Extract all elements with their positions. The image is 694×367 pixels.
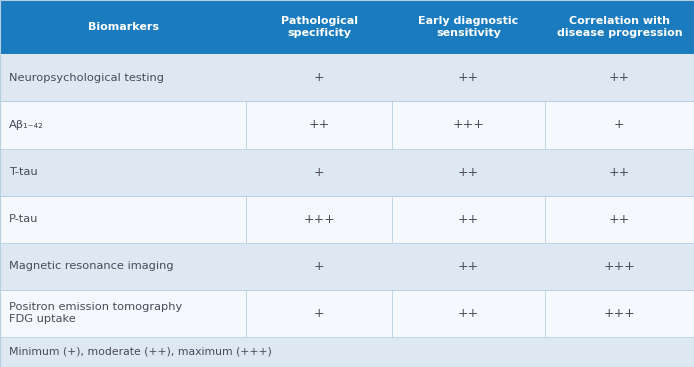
Text: +: + — [314, 71, 325, 84]
Text: Early diagnostic
sensitivity: Early diagnostic sensitivity — [418, 16, 518, 39]
Bar — [246, 196, 694, 243]
Text: +++: +++ — [604, 260, 635, 273]
Text: +++: +++ — [604, 307, 635, 320]
Text: +++: +++ — [452, 119, 484, 131]
Bar — [0, 0, 694, 54]
Bar — [246, 101, 694, 149]
Text: Pathological
specificity: Pathological specificity — [281, 16, 357, 39]
Text: +++: +++ — [303, 212, 335, 226]
Text: ++: ++ — [458, 307, 479, 320]
Bar — [0, 54, 694, 101]
Text: Magnetic resonance imaging: Magnetic resonance imaging — [9, 261, 173, 271]
Bar — [0, 290, 246, 337]
Text: +: + — [314, 307, 325, 320]
Text: +: + — [614, 119, 625, 131]
Text: Minimum (+), moderate (++), maximum (+++): Minimum (+), moderate (++), maximum (+++… — [9, 347, 272, 357]
Text: ++: ++ — [458, 166, 479, 179]
Bar — [0, 101, 246, 149]
Bar — [0, 101, 694, 149]
Bar — [246, 290, 694, 337]
Bar — [0, 149, 694, 196]
Text: +: + — [314, 166, 325, 179]
Bar — [0, 337, 694, 367]
Text: P-tau: P-tau — [9, 214, 38, 224]
Text: Positron emission tomography
FDG uptake: Positron emission tomography FDG uptake — [9, 302, 183, 324]
Bar — [0, 290, 694, 337]
Text: Aβ₁₋₄₂: Aβ₁₋₄₂ — [9, 120, 44, 130]
Text: ++: ++ — [609, 166, 630, 179]
Bar — [0, 196, 246, 243]
Text: ++: ++ — [458, 71, 479, 84]
Text: ++: ++ — [458, 212, 479, 226]
Text: Neuropsychological testing: Neuropsychological testing — [9, 73, 164, 83]
Text: Correlation with
disease progression: Correlation with disease progression — [557, 16, 682, 39]
Text: ++: ++ — [609, 212, 630, 226]
Text: ++: ++ — [458, 260, 479, 273]
Bar — [0, 196, 694, 243]
Text: Biomarkers: Biomarkers — [87, 22, 159, 32]
Text: ++: ++ — [609, 71, 630, 84]
Text: +: + — [314, 260, 325, 273]
Text: T-tau: T-tau — [9, 167, 37, 177]
Bar — [0, 243, 694, 290]
Text: ++: ++ — [309, 119, 330, 131]
